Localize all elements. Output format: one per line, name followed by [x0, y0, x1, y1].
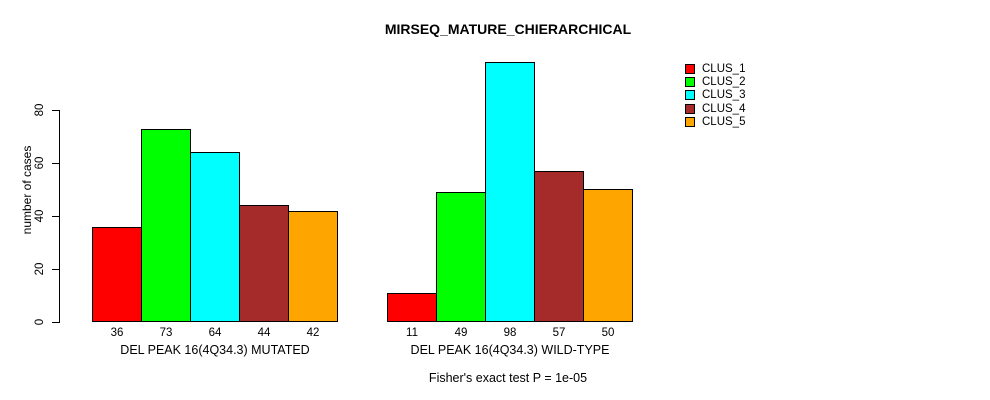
bar-value-label: 36 [110, 327, 124, 339]
legend: CLUS_1 CLUS_2 CLUS_3 CLUS_4 CLUS_5 [685, 62, 745, 129]
legend-swatch-icon [685, 77, 695, 88]
y-tick-label: 0 [34, 318, 46, 326]
legend-item-clus_4: CLUS_4 [685, 102, 745, 115]
y-tick-mark [52, 110, 59, 111]
legend-swatch-icon [685, 117, 695, 128]
y-tick-mark [52, 269, 59, 270]
bar-value-label: 44 [257, 327, 271, 339]
bar-clus_3-group2 [485, 62, 535, 322]
legend-label: CLUS_4 [702, 102, 746, 115]
legend-label: CLUS_1 [702, 62, 746, 75]
y-axis [59, 110, 60, 323]
bar-clus_5-group1 [288, 211, 338, 322]
chart-title: MIRSEQ_MATURE_CHIERARCHICAL [384, 21, 632, 37]
bar-clus_2-group2 [436, 192, 486, 322]
bar-value-label: 42 [306, 327, 320, 339]
bar-clus_4-group2 [534, 171, 584, 322]
group-label-1: DEL PEAK 16(4Q34.3) MUTATED [120, 343, 310, 357]
bar-value-label: 11 [406, 327, 418, 339]
bar-value-label: 64 [208, 327, 222, 339]
legend-swatch-icon [685, 90, 695, 101]
y-tick-label: 40 [34, 209, 46, 223]
group-label-2: DEL PEAK 16(4Q34.3) WILD-TYPE [410, 343, 610, 357]
y-tick-label: 20 [34, 262, 46, 276]
legend-item-clus_5: CLUS_5 [685, 116, 745, 129]
bar-clus_4-group1 [239, 205, 289, 322]
bar-value-label: 49 [454, 327, 468, 339]
legend-label: CLUS_2 [702, 76, 746, 89]
legend-item-clus_2: CLUS_2 [685, 75, 745, 88]
y-tick-label: 80 [34, 103, 46, 117]
bar-value-label: 50 [601, 327, 615, 339]
annotation-fisher-test: Fisher's exact test P = 1e-05 [428, 371, 588, 385]
legend-item-clus_1: CLUS_1 [685, 62, 745, 75]
bar-value-label: 57 [552, 327, 566, 339]
legend-label: CLUS_5 [702, 116, 746, 129]
bar-value-label: 73 [159, 327, 173, 339]
legend-item-clus_3: CLUS_3 [685, 89, 745, 102]
bar-clus_5-group2 [583, 189, 633, 322]
bar-clus_3-group1 [190, 152, 240, 322]
y-tick-mark [52, 163, 59, 164]
y-tick-label: 60 [34, 156, 46, 170]
bar-clus_2-group1 [141, 129, 191, 322]
y-tick-mark [52, 216, 59, 217]
bar-clus_1-group2 [387, 293, 437, 322]
legend-swatch-icon [685, 63, 695, 74]
legend-label: CLUS_3 [702, 89, 746, 102]
legend-swatch-icon [685, 103, 695, 114]
bar-clus_1-group1 [92, 227, 142, 322]
y-tick-mark [52, 322, 59, 323]
y-axis-label: number of cases [20, 145, 34, 235]
bar-value-label: 98 [503, 327, 517, 339]
